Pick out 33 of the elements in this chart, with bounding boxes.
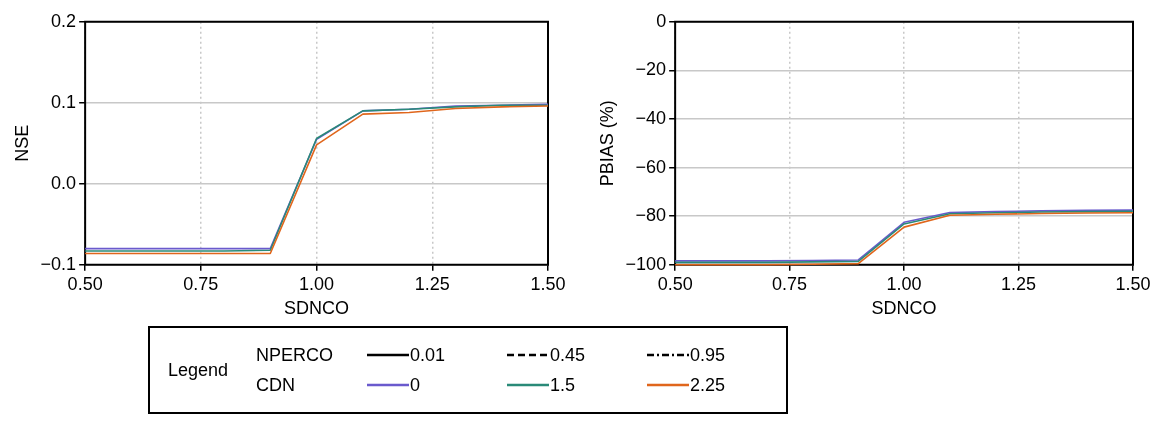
y-tick-label: −0.1 [40, 253, 77, 274]
legend-label: 1.5 [550, 374, 576, 396]
y-tick-label: −20 [635, 59, 667, 80]
x-tick-label: 1.00 [299, 273, 335, 294]
y-tick-label: 0.1 [51, 91, 77, 112]
x-axis-title: SDNCO [871, 298, 937, 319]
y-tick-label: −40 [635, 107, 667, 128]
text: 0.01 [410, 344, 446, 366]
x-tick-label: 1.50 [530, 273, 566, 294]
y-tick-label: 0.2 [51, 10, 77, 31]
y-tick-label: −80 [635, 205, 667, 226]
y-tick-label: 0.0 [51, 172, 77, 193]
x-tick-label: 0.75 [183, 273, 219, 294]
x-tick-label: 0.50 [657, 273, 693, 294]
legend-label: 2.25 [690, 374, 726, 396]
x-tick-label: 1.50 [1115, 273, 1151, 294]
text: NPERCO [256, 344, 334, 366]
text: 0.45 [550, 344, 586, 366]
text: 0.95 [690, 344, 726, 366]
x-tick-label: 0.50 [67, 273, 103, 294]
y-axis-title: PBIAS (%) [596, 100, 617, 187]
y-tick-label: −60 [635, 156, 667, 177]
x-tick-label: 1.25 [1001, 273, 1037, 294]
y-tick-label: −100 [625, 253, 667, 274]
x-axis-title: SDNCO [284, 298, 350, 319]
x-tick-label: 1.25 [414, 273, 450, 294]
legend-title: Legend [167, 359, 230, 381]
x-tick-label: 1.00 [886, 273, 922, 294]
x-tick-label: 0.75 [772, 273, 808, 294]
text: CDN [256, 374, 296, 396]
y-tick-label: 0 [656, 10, 667, 31]
legend-label: 0 [410, 374, 421, 396]
y-axis-title: NSE [11, 124, 32, 162]
